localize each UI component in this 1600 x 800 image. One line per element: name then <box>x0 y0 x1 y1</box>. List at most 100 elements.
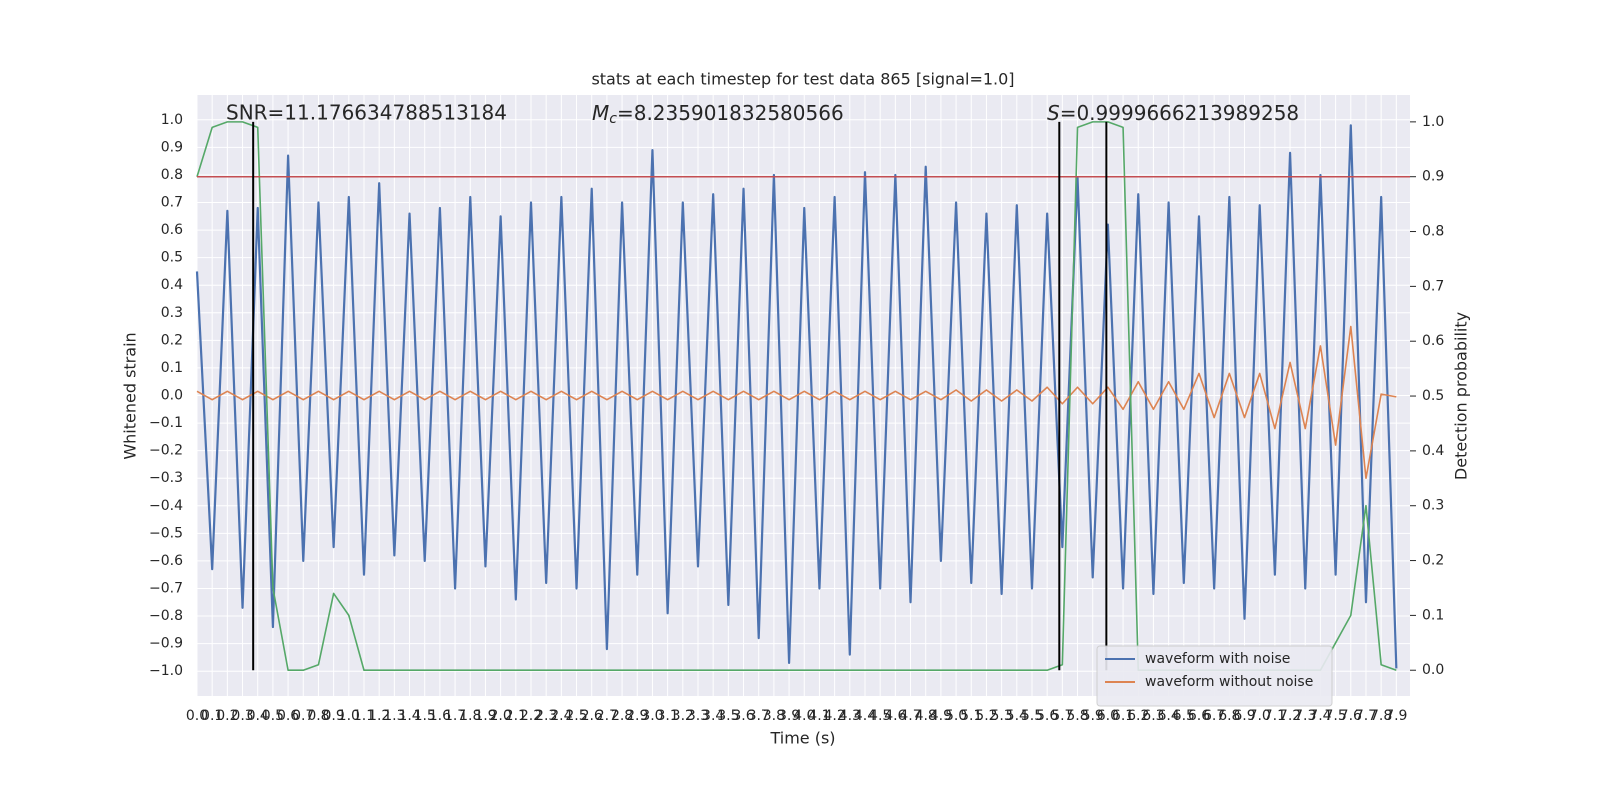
legend-label: waveform with noise <box>1145 651 1290 667</box>
x-tick-label: 0.2 <box>216 708 238 724</box>
x-tick-label: 7.7 <box>1355 708 1377 724</box>
series-line <box>196 325 1397 480</box>
y-tick-label: −0.2 <box>149 443 183 459</box>
x-tick-label: 0.4 <box>247 708 269 724</box>
x-tick-label: 2.1 <box>505 708 527 724</box>
x-tick-label: 2.4 <box>550 708 572 724</box>
x-tick-label: 0.1 <box>201 708 223 724</box>
x-tick-label: 7.2 <box>1279 708 1301 724</box>
x-tick-label: 5.4 <box>1006 708 1028 724</box>
x-tick-label: 7.9 <box>1385 708 1407 724</box>
x-tick-label: 3.5 <box>717 708 739 724</box>
x-tick-label: 2.9 <box>626 708 648 724</box>
annotation-value: =8.235901832580566 <box>617 101 844 125</box>
x-tick-label: 6.1 <box>1112 708 1134 724</box>
y2-tick-label: 0.2 <box>1422 553 1444 569</box>
y2-tick-label: 0.8 <box>1422 224 1444 240</box>
x-tick-label: 1.2 <box>368 708 390 724</box>
x-tick-label: 0.7 <box>292 708 314 724</box>
x-tick-label: 0.3 <box>231 708 253 724</box>
x-tick-label: 3.1 <box>656 708 678 724</box>
x-tick-label: 6.4 <box>1157 708 1179 724</box>
x-tick-label: 4.4 <box>854 708 876 724</box>
y2-tick-label: 1.0 <box>1422 114 1444 130</box>
y2-tick-label: 0.7 <box>1422 278 1444 294</box>
y-tick-label: −0.8 <box>149 608 183 624</box>
y-tick-label: 0.4 <box>161 277 183 293</box>
y2-axis-label: Detection probability <box>1452 312 1471 480</box>
x-tick-label: 3.4 <box>702 708 724 724</box>
x-tick-label: 1.7 <box>444 708 466 724</box>
y-tick-label: −0.5 <box>149 525 183 541</box>
x-tick-label: 6.9 <box>1233 708 1255 724</box>
y-tick-label: 0.1 <box>161 360 183 376</box>
annotation-subscript: c <box>609 111 617 127</box>
x-tick-label: 3.3 <box>687 708 709 724</box>
x-tick-label: 7.5 <box>1324 708 1346 724</box>
y2-tick-label: 0.0 <box>1422 662 1444 678</box>
x-tick-label: 2.6 <box>581 708 603 724</box>
annotation-symbol: M <box>592 101 609 125</box>
y-tick-label: 0.7 <box>161 195 183 211</box>
x-tick-label: 2.2 <box>520 708 542 724</box>
y-tick-label: 0.9 <box>161 139 183 155</box>
x-tick-label: 7.1 <box>1264 708 1286 724</box>
y-axis-label: Whitened strain <box>121 332 140 459</box>
y-tick-label: −0.7 <box>149 580 183 596</box>
x-tick-label: 1.8 <box>459 708 481 724</box>
x-tick-label: 2.5 <box>565 708 587 724</box>
y2-tick-label: 0.4 <box>1422 443 1444 459</box>
y-tick-label: 0.3 <box>161 305 183 321</box>
y-tick-label: −0.3 <box>149 470 183 486</box>
annotation: S=0.9999666213989258 <box>1047 101 1299 125</box>
y-tick-label: 0.6 <box>161 222 183 238</box>
x-tick-label: 5.0 <box>945 708 967 724</box>
x-tick-label: 7.3 <box>1294 708 1316 724</box>
y-tick-label: 0.8 <box>161 167 183 183</box>
x-tick-label: 1.6 <box>429 708 451 724</box>
x-tick-label: 3.8 <box>763 708 785 724</box>
x-tick-label: 2.3 <box>535 708 557 724</box>
x-tick-label: 7.4 <box>1309 708 1331 724</box>
y-tick-label: −0.1 <box>149 415 183 431</box>
x-tick-label: 4.8 <box>915 708 937 724</box>
x-tick-label: 0.6 <box>277 708 299 724</box>
x-tick-label: 1.9 <box>474 708 496 724</box>
x-tick-label: 5.9 <box>1082 708 1104 724</box>
x-tick-label: 0.9 <box>323 708 345 724</box>
annotation: Mc=8.235901832580566 <box>592 101 844 128</box>
x-tick-label: 5.5 <box>1021 708 1043 724</box>
x-tick-label: 0.5 <box>262 708 284 724</box>
x-tick-label: 5.7 <box>1051 708 1073 724</box>
x-tick-label: 6.6 <box>1188 708 1210 724</box>
chart-title: stats at each timestep for test data 865… <box>591 70 1014 89</box>
x-tick-label: 0.0 <box>186 708 208 724</box>
x-tick-label: 3.0 <box>641 708 663 724</box>
x-tick-label: 4.5 <box>869 708 891 724</box>
y-tick-label: −0.4 <box>149 498 183 514</box>
y-tick-label: −1.0 <box>149 663 183 679</box>
x-tick-label: 3.9 <box>778 708 800 724</box>
x-tick-label: 4.0 <box>793 708 815 724</box>
series-line <box>195 124 1398 669</box>
x-tick-label: 1.3 <box>383 708 405 724</box>
x-tick-label: 1.5 <box>414 708 436 724</box>
x-tick-label: 3.2 <box>672 708 694 724</box>
annotation: SNR=11.176634788513184 <box>226 101 507 125</box>
x-tick-label: 4.9 <box>930 708 952 724</box>
x-tick-label: 4.6 <box>884 708 906 724</box>
x-tick-label: 6.8 <box>1218 708 1240 724</box>
legend-box <box>1096 645 1333 707</box>
x-tick-label: 3.6 <box>732 708 754 724</box>
y2-tick-label: 0.3 <box>1422 498 1444 514</box>
y-tick-label: 0.0 <box>161 388 183 404</box>
x-tick-label: 1.1 <box>353 708 375 724</box>
y-tick-label: −0.9 <box>149 636 183 652</box>
y-tick-label: 0.5 <box>161 250 183 266</box>
y-tick-label: −0.6 <box>149 553 183 569</box>
x-tick-label: 2.8 <box>611 708 633 724</box>
annotation-symbol: S <box>1047 101 1060 125</box>
x-tick-label: 3.7 <box>748 708 770 724</box>
y2-tick-label: 0.6 <box>1422 333 1444 349</box>
